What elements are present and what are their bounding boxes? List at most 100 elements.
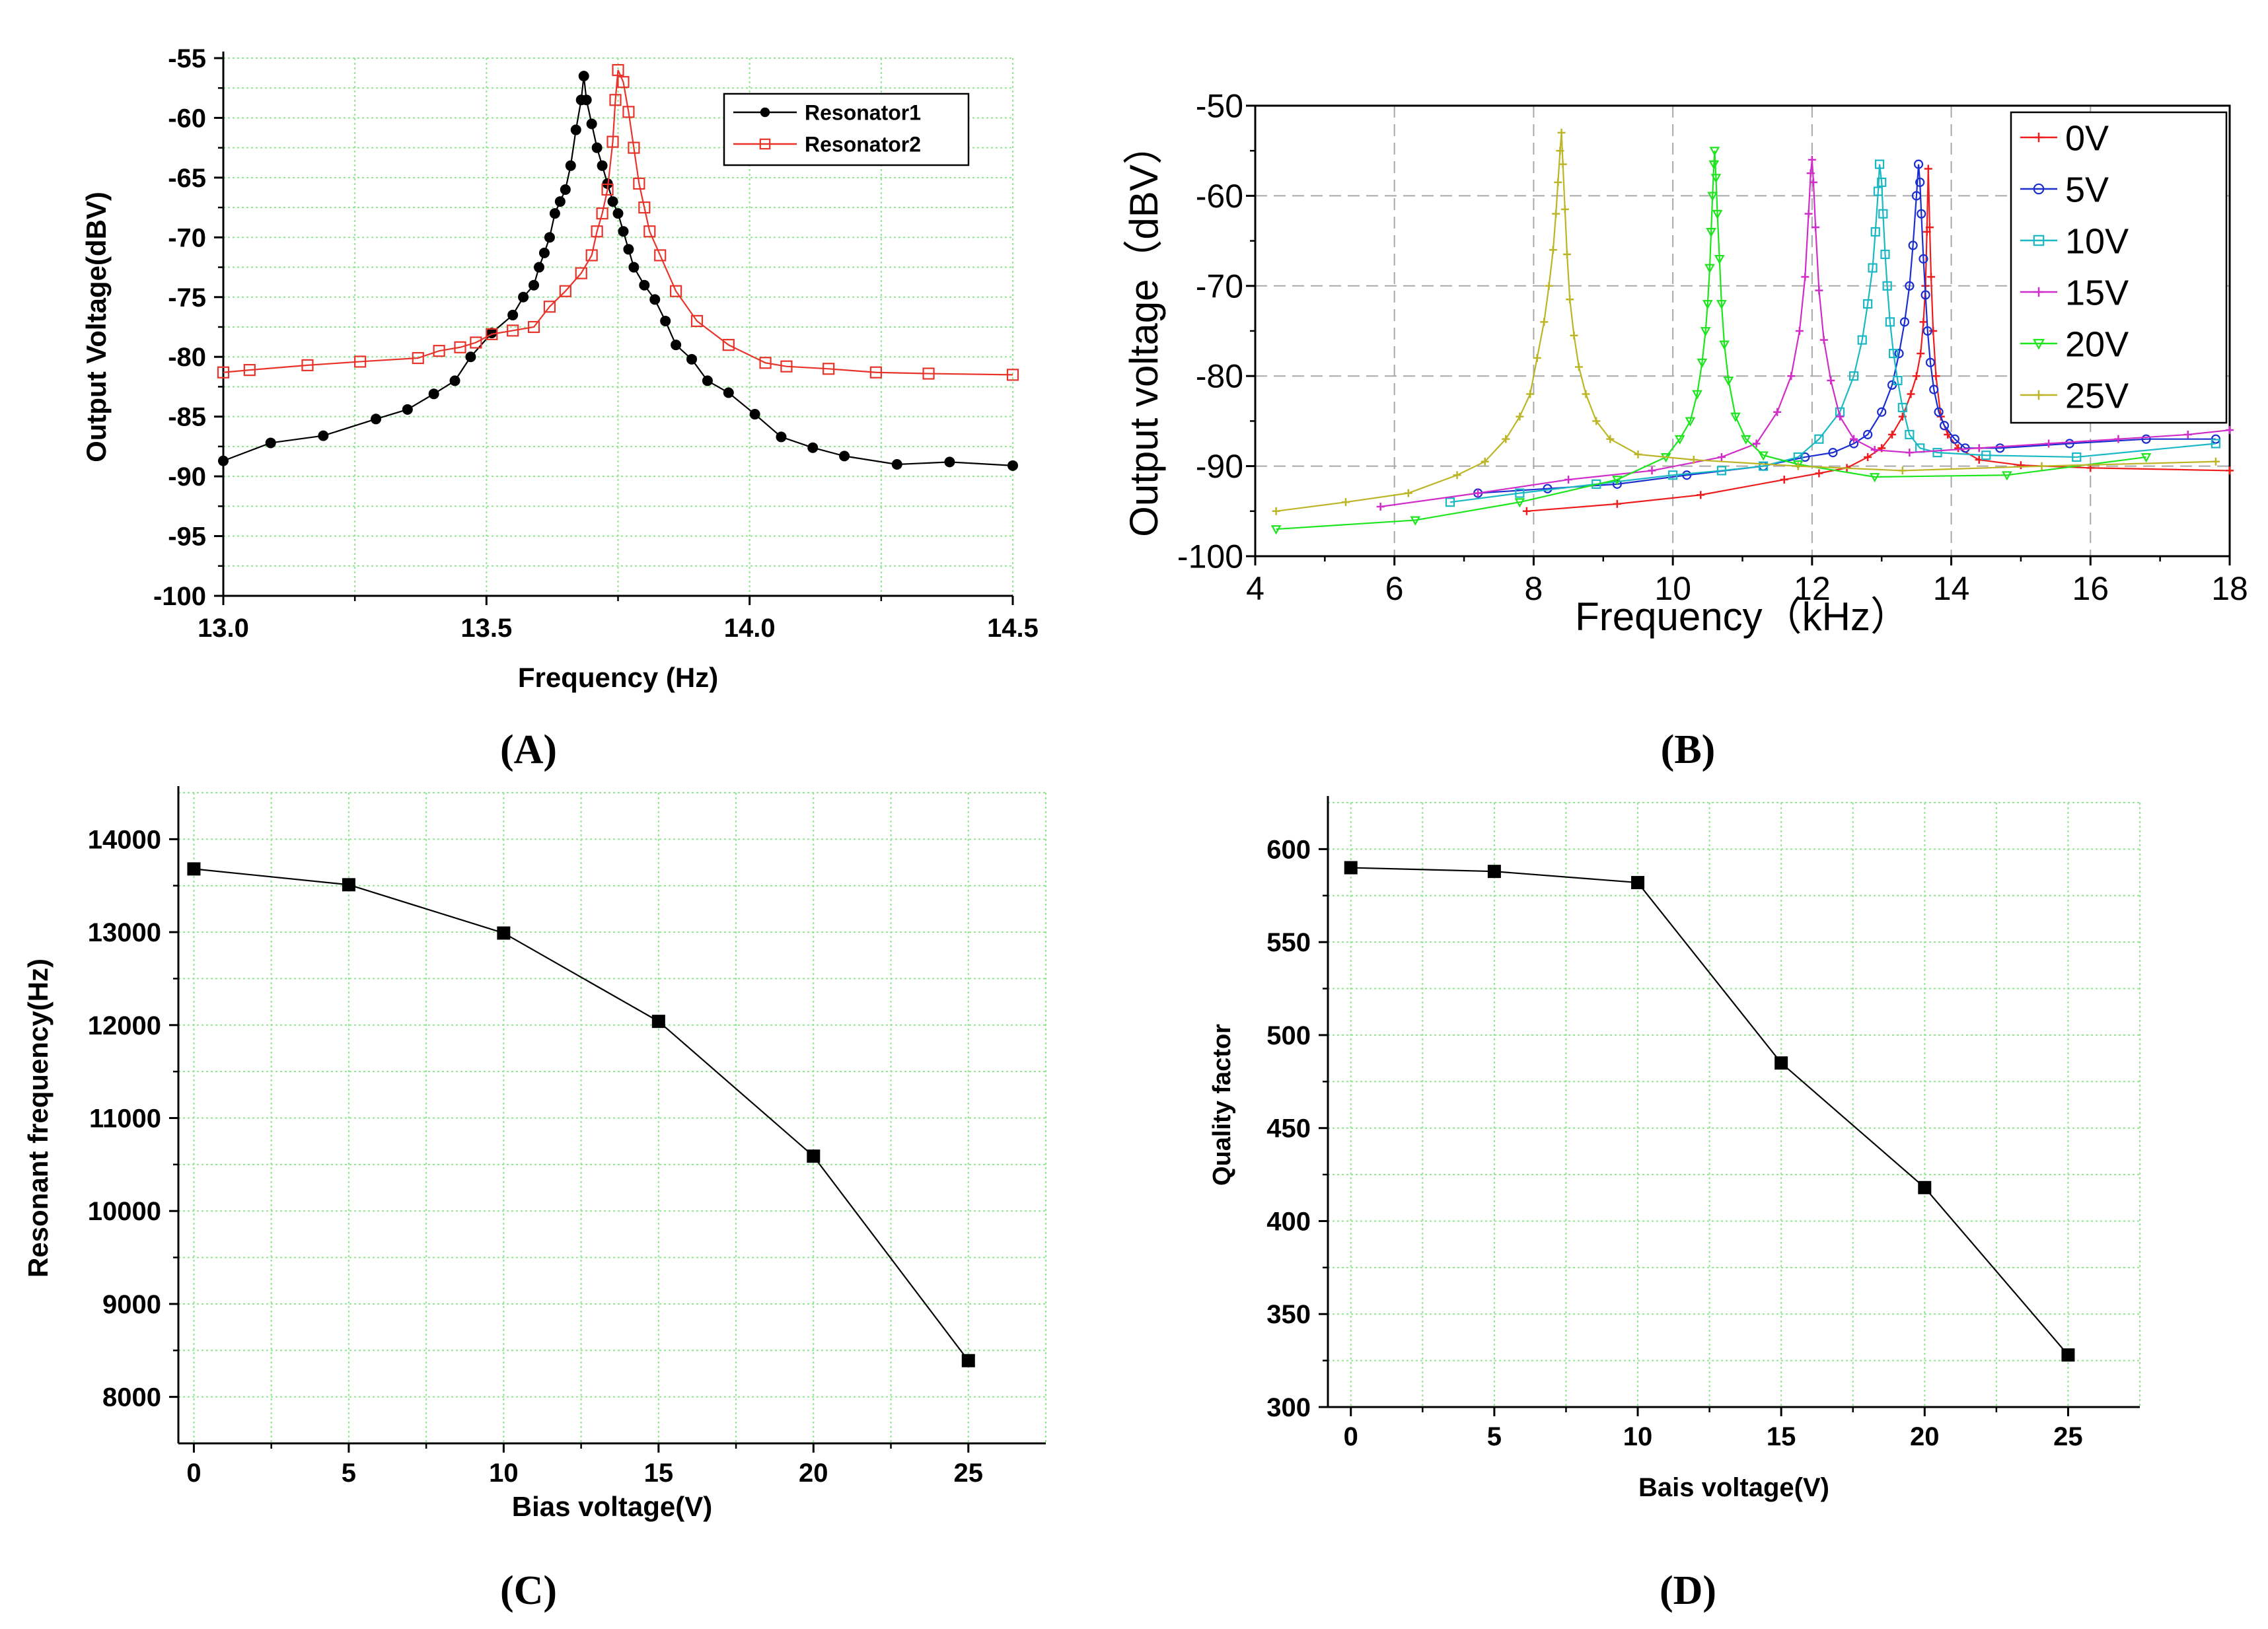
data-point bbox=[1870, 446, 1879, 454]
data-point bbox=[1453, 471, 1461, 480]
data-point bbox=[187, 862, 201, 876]
data-point bbox=[1774, 1056, 1788, 1070]
data-point bbox=[1929, 327, 1938, 335]
series-20v bbox=[1270, 147, 2152, 535]
y-tick-label: 8000 bbox=[102, 1383, 161, 1412]
data-point bbox=[371, 414, 382, 425]
data-point bbox=[1631, 876, 1645, 890]
data-point bbox=[507, 309, 519, 320]
data-point bbox=[1950, 434, 1959, 444]
data-point bbox=[1809, 178, 1817, 186]
data-point bbox=[1270, 525, 1282, 535]
data-point bbox=[1341, 498, 1350, 507]
y-tick-label: 550 bbox=[1266, 928, 1311, 957]
data-point bbox=[633, 177, 645, 190]
data-point bbox=[470, 336, 482, 349]
data-point bbox=[1700, 327, 1711, 337]
data-point bbox=[723, 387, 734, 398]
data-point bbox=[591, 225, 603, 238]
data-point bbox=[1522, 507, 1531, 515]
panel-label-d: (D) bbox=[1660, 1568, 1716, 1613]
data-point bbox=[1873, 186, 1884, 196]
legend-marker bbox=[2032, 339, 2045, 350]
data-point bbox=[1915, 177, 1925, 188]
data-point bbox=[1714, 254, 1725, 265]
data-point bbox=[1888, 430, 1897, 439]
data-point bbox=[1564, 476, 1573, 484]
data-point bbox=[497, 926, 511, 940]
x-tick-label: 10 bbox=[489, 1459, 519, 1488]
data-point bbox=[218, 455, 229, 466]
data-point bbox=[1533, 353, 1541, 362]
data-point bbox=[1975, 444, 1983, 452]
y-tick-label: 14000 bbox=[88, 825, 161, 854]
x-axis-title: Frequency (Hz) bbox=[518, 662, 718, 693]
y-tick-label: 10000 bbox=[88, 1197, 161, 1226]
data-point bbox=[749, 409, 760, 420]
data-point bbox=[944, 456, 955, 468]
data-point bbox=[1740, 435, 1751, 445]
data-point bbox=[1912, 372, 1920, 380]
data-point bbox=[891, 459, 902, 470]
y-tick-label: -60 bbox=[168, 104, 206, 133]
data-point bbox=[1554, 178, 1562, 186]
legend-box bbox=[2010, 111, 2228, 424]
y-tick-label: 400 bbox=[1266, 1207, 1311, 1236]
data-point bbox=[1995, 443, 2005, 453]
data-point bbox=[690, 314, 704, 328]
data-point bbox=[618, 226, 629, 237]
data-point bbox=[570, 124, 581, 135]
data-point bbox=[1787, 372, 1796, 380]
y-axis-title: Output voltage（dBV） bbox=[1122, 125, 1166, 537]
legend-label: 10V bbox=[2065, 221, 2129, 261]
data-point bbox=[1707, 192, 1718, 201]
x-tick-label: 10 bbox=[1654, 570, 1691, 607]
legend-marker bbox=[2033, 235, 2045, 246]
data-point bbox=[1927, 273, 1936, 281]
y-tick-label: 12000 bbox=[88, 1011, 161, 1040]
data-point bbox=[2114, 435, 2123, 443]
data-point bbox=[1706, 228, 1716, 238]
data-point bbox=[1918, 1180, 1932, 1194]
x-tick-label: 0 bbox=[186, 1459, 201, 1488]
data-point bbox=[1908, 240, 1918, 250]
data-point bbox=[1848, 371, 1859, 381]
data-point bbox=[1514, 498, 1525, 508]
data-point bbox=[1563, 250, 1571, 259]
data-point bbox=[1794, 462, 1802, 470]
data-point bbox=[534, 262, 544, 273]
y-tick-label: -55 bbox=[168, 44, 206, 73]
data-point bbox=[1582, 390, 1590, 398]
data-point bbox=[1877, 177, 1887, 188]
data-point bbox=[823, 363, 835, 375]
data-point bbox=[1376, 502, 1385, 511]
x-tick-label: 25 bbox=[954, 1459, 984, 1488]
data-point bbox=[1885, 317, 1895, 327]
data-point bbox=[1981, 451, 1991, 460]
data-point bbox=[1877, 407, 1887, 417]
series-line bbox=[223, 69, 1013, 376]
x-tick-label: 20 bbox=[1910, 1422, 1940, 1451]
data-point bbox=[412, 351, 424, 365]
data-point bbox=[1905, 449, 1914, 457]
x-tick-label: 13.5 bbox=[460, 614, 512, 643]
data-point bbox=[622, 106, 635, 118]
data-point bbox=[1487, 865, 1501, 879]
data-point bbox=[1574, 363, 1583, 371]
data-point bbox=[2211, 439, 2221, 449]
data-point bbox=[2141, 434, 2151, 444]
data-point bbox=[265, 437, 276, 449]
y-tick-label: 9000 bbox=[102, 1290, 161, 1319]
data-point bbox=[1863, 299, 1873, 309]
data-point bbox=[1880, 249, 1890, 260]
data-point bbox=[544, 232, 555, 243]
y-tick-label: 11000 bbox=[89, 1104, 161, 1134]
data-point bbox=[465, 351, 476, 363]
data-point bbox=[1549, 246, 1557, 254]
data-point bbox=[1811, 223, 1820, 232]
panel-label-a: (A) bbox=[500, 727, 557, 772]
data-point bbox=[449, 375, 460, 386]
data-point bbox=[1780, 476, 1788, 484]
data-point bbox=[591, 142, 603, 153]
